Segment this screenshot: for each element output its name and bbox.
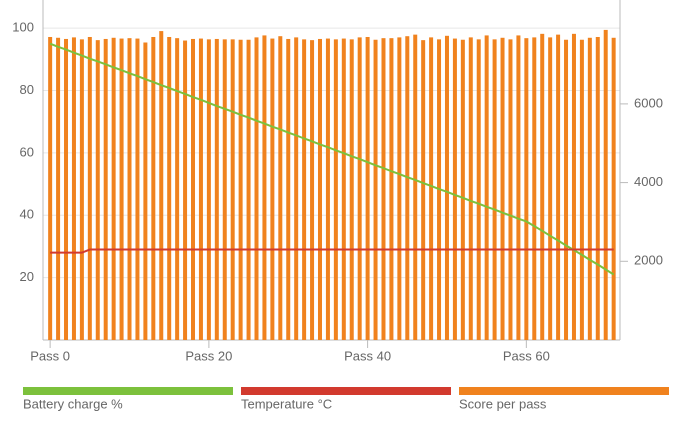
bar bbox=[444, 35, 449, 341]
bar bbox=[500, 37, 505, 341]
x-tick-label: Pass 60 bbox=[503, 348, 550, 363]
bar bbox=[349, 39, 354, 340]
legend-label: Temperature °C bbox=[241, 396, 332, 411]
bar bbox=[460, 39, 465, 341]
bar bbox=[413, 34, 418, 340]
bar bbox=[564, 39, 569, 341]
bar bbox=[246, 39, 251, 341]
bar bbox=[230, 39, 235, 340]
bar bbox=[135, 38, 140, 340]
bar bbox=[603, 29, 608, 340]
bar bbox=[587, 37, 592, 341]
bar bbox=[183, 40, 188, 340]
bar bbox=[254, 37, 259, 341]
bar bbox=[310, 40, 315, 341]
y-tick-label: 80 bbox=[20, 82, 34, 97]
bar bbox=[389, 38, 394, 340]
line bbox=[49, 42, 615, 276]
bar bbox=[175, 38, 180, 340]
y-tick-label: 40 bbox=[20, 207, 34, 222]
bar bbox=[421, 40, 426, 341]
bar bbox=[278, 36, 283, 340]
y2-tick-label: 4000 bbox=[634, 174, 663, 189]
y-tick-label: 100 bbox=[12, 20, 34, 35]
bar bbox=[262, 35, 267, 341]
bar bbox=[71, 37, 76, 341]
legend-label: Score per pass bbox=[459, 396, 547, 411]
bar bbox=[103, 38, 108, 340]
bar bbox=[198, 38, 203, 340]
bar bbox=[119, 38, 124, 340]
bar bbox=[492, 39, 497, 340]
bar bbox=[357, 37, 362, 341]
bar bbox=[405, 36, 410, 340]
y-tick-label: 20 bbox=[20, 269, 34, 284]
bar bbox=[325, 38, 330, 340]
bar bbox=[365, 36, 370, 340]
y-tick-label: 60 bbox=[20, 144, 34, 159]
bar bbox=[556, 34, 561, 340]
bar bbox=[571, 33, 576, 341]
bar bbox=[540, 33, 545, 341]
bar bbox=[95, 40, 100, 341]
bar bbox=[484, 35, 489, 341]
bar bbox=[579, 39, 584, 341]
bar bbox=[373, 39, 378, 341]
bar bbox=[595, 36, 600, 340]
bar bbox=[191, 38, 196, 340]
bar bbox=[333, 39, 338, 340]
bar bbox=[476, 39, 481, 340]
y2-tick-label: 6000 bbox=[634, 95, 663, 110]
x-tick-label: Pass 0 bbox=[30, 348, 70, 363]
bar bbox=[167, 36, 172, 340]
bar bbox=[429, 37, 434, 341]
bar bbox=[317, 38, 322, 340]
bar bbox=[159, 31, 164, 341]
bar bbox=[452, 38, 457, 340]
bar bbox=[397, 37, 402, 341]
legend-label: Battery charge % bbox=[23, 396, 123, 411]
bar bbox=[468, 37, 473, 341]
bar bbox=[222, 39, 227, 340]
bar bbox=[611, 37, 616, 341]
bar bbox=[56, 37, 61, 341]
bar bbox=[214, 38, 219, 340]
y2-tick-label: 2000 bbox=[634, 253, 663, 268]
bar bbox=[238, 39, 243, 341]
bar bbox=[341, 38, 346, 340]
bar bbox=[548, 37, 553, 341]
line bbox=[50, 248, 614, 254]
bar bbox=[206, 39, 211, 340]
bar bbox=[286, 38, 291, 340]
bar bbox=[151, 36, 156, 340]
bar bbox=[143, 42, 148, 340]
bar bbox=[524, 38, 529, 340]
legend-swatch bbox=[459, 387, 669, 395]
bar bbox=[127, 38, 132, 340]
bar bbox=[79, 39, 84, 340]
bar bbox=[87, 36, 92, 340]
bar bbox=[270, 38, 275, 340]
bar bbox=[48, 36, 53, 340]
bar bbox=[508, 39, 513, 340]
bar bbox=[302, 39, 307, 340]
legend-swatch bbox=[23, 387, 233, 395]
legend-swatch bbox=[241, 387, 451, 395]
bar bbox=[294, 37, 299, 341]
x-tick-label: Pass 20 bbox=[185, 348, 232, 363]
bar bbox=[381, 38, 386, 340]
bar bbox=[516, 35, 521, 341]
bar bbox=[111, 37, 116, 341]
bar bbox=[64, 38, 69, 340]
bar bbox=[532, 37, 537, 341]
x-tick-label: Pass 40 bbox=[344, 348, 391, 363]
